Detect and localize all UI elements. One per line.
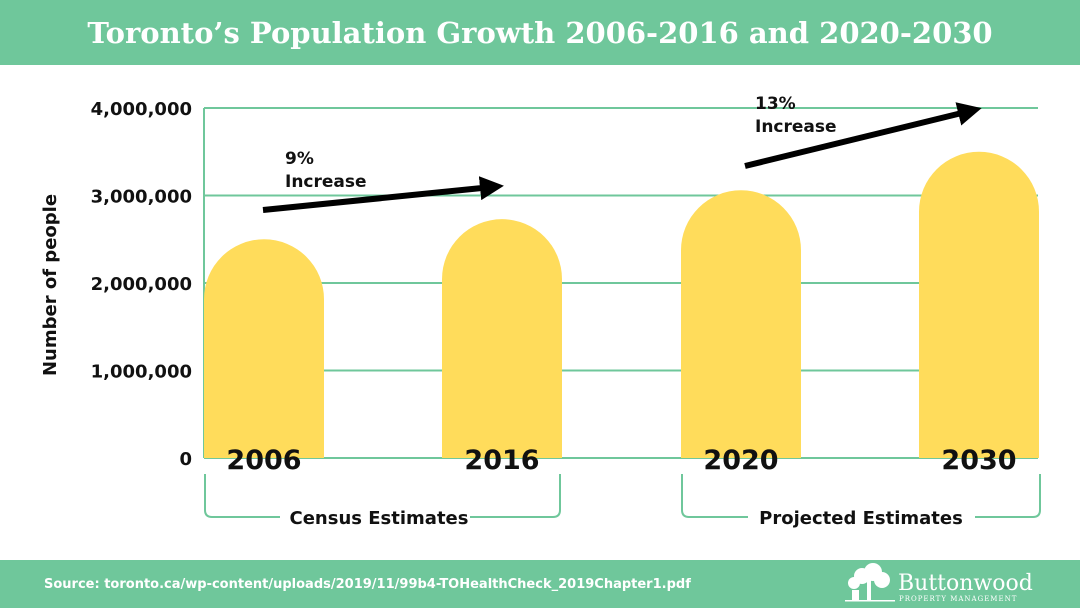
census-bracket	[204, 474, 561, 518]
logo-name: Buttonwood	[898, 571, 1033, 596]
y-axis-label: Number of people	[40, 194, 61, 376]
x-tick-labels: 2006 2016 2020 2030	[226, 445, 1016, 476]
source-text: Source: toronto.ca/wp-content/uploads/20…	[44, 577, 691, 592]
y-tick-labels: 0 1,000,000 2,000,000 3,000,000 4,000,000	[91, 99, 192, 470]
projected-bracket	[681, 474, 1041, 518]
y-tick-label: 0	[179, 449, 192, 470]
group-label-census: Census Estimates	[290, 508, 469, 529]
header-bar	[0, 0, 1080, 65]
annotation-label: Increase	[285, 172, 367, 192]
y-tick-label: 2,000,000	[91, 274, 192, 295]
bar-2006	[204, 239, 324, 458]
logo-subtitle: PROPERTY MANAGEMENT	[899, 595, 1017, 603]
group-label-projected: Projected Estimates	[759, 508, 963, 529]
y-tick-label: 3,000,000	[91, 187, 192, 208]
y-tick-label: 4,000,000	[91, 99, 192, 120]
footer-bar	[0, 560, 1080, 608]
bar-2030	[919, 151, 1039, 459]
tree-icon	[845, 563, 895, 602]
x-tick-label: 2030	[941, 445, 1016, 476]
annotation-label: Increase	[755, 117, 837, 137]
arrow-icon	[262, 176, 504, 213]
buttonwood-logo: Buttonwood PROPERTY MANAGEMENT	[845, 563, 1033, 603]
arrow-icon	[744, 102, 982, 169]
annotation-percent: 9%	[285, 149, 314, 169]
bars	[204, 151, 1039, 459]
x-tick-label: 2006	[226, 445, 301, 476]
x-tick-label: 2020	[703, 445, 778, 476]
bar-2016	[442, 219, 562, 458]
annotation-percent: 13%	[755, 94, 796, 114]
page-title: Toronto’s Population Growth 2006-2016 an…	[87, 16, 992, 50]
bar-2020	[681, 190, 801, 459]
gridlines	[203, 107, 1038, 459]
y-tick-label: 1,000,000	[91, 362, 192, 383]
x-tick-label: 2016	[464, 445, 539, 476]
